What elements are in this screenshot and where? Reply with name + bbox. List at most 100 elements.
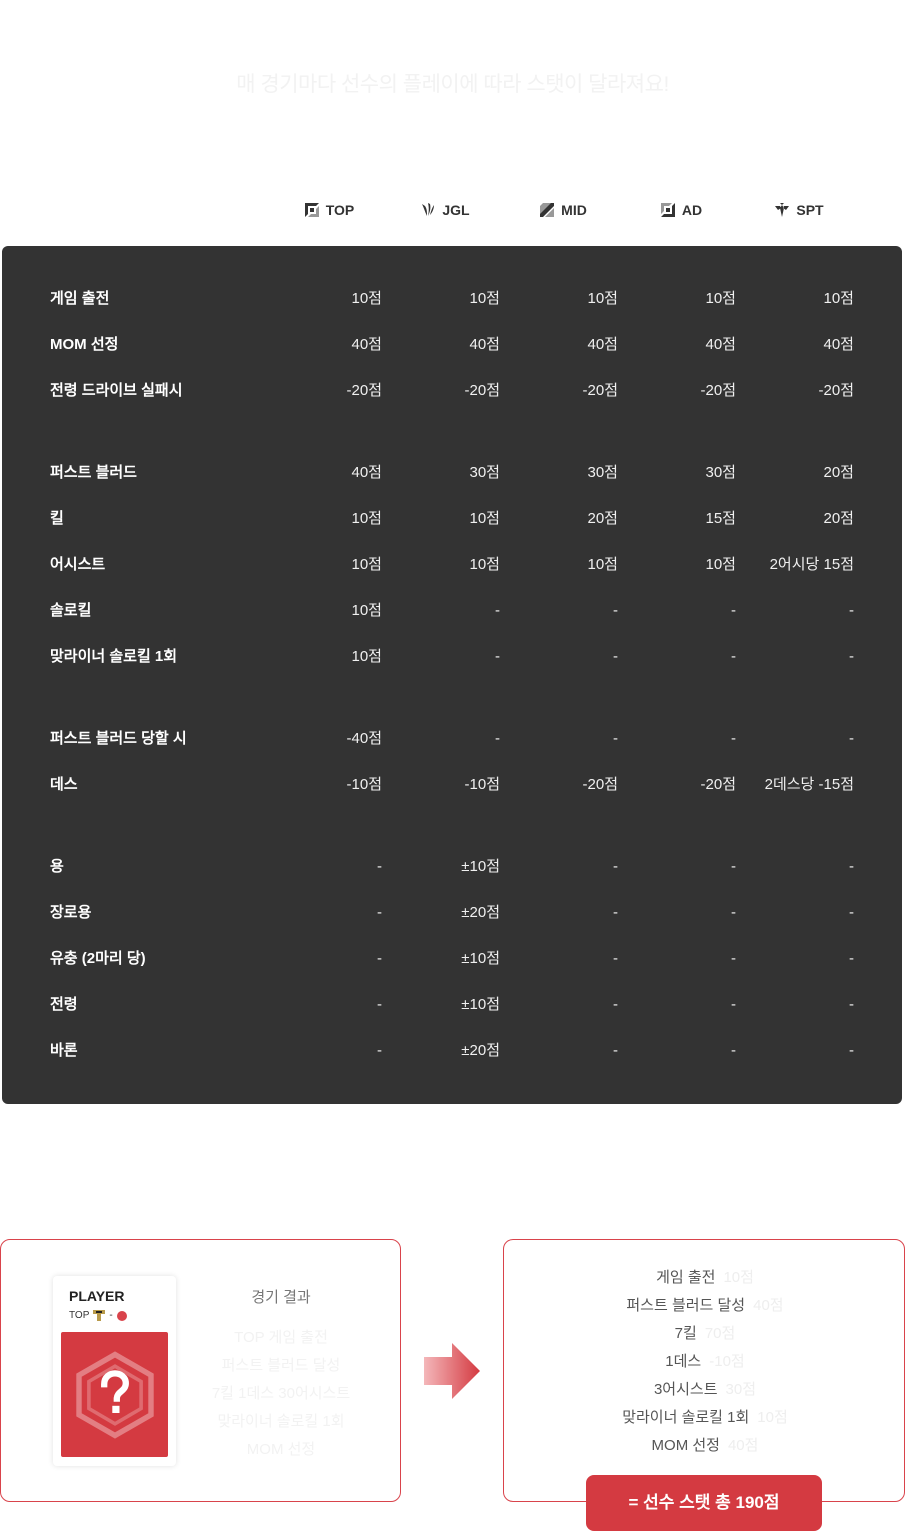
cell-top: 10점 bbox=[351, 556, 383, 573]
player-placeholder-image bbox=[61, 1332, 168, 1457]
row-label: 장로용 bbox=[50, 904, 92, 921]
score-table: 게임 출전 10점 10점 10점 10점 10점 MOM 선정 40점 40점… bbox=[2, 246, 902, 1104]
table-row: 맞라이너 솔로킬 1회 10점 - - - - bbox=[2, 645, 902, 669]
summary-row: 1데스 -10점 bbox=[504, 1348, 905, 1376]
row-label: 용 bbox=[50, 858, 64, 875]
position-label: MID bbox=[561, 202, 587, 218]
table-row: 전령 - ±10점 - - - bbox=[2, 993, 902, 1017]
cell-ad: - bbox=[731, 602, 736, 619]
row-label: 데스 bbox=[50, 776, 78, 793]
result-item: TOP 게임 출전 bbox=[234, 1329, 328, 1346]
row-label: 유충 (2마리 당) bbox=[50, 950, 146, 967]
table-row: 전령 드라이브 실패시 -20점 -20점 -20점 -20점 -20점 bbox=[2, 379, 902, 403]
result-item: 퍼스트 블러드 달성 bbox=[221, 1357, 341, 1374]
cell-ad: 10점 bbox=[705, 556, 737, 573]
position-label: JGL bbox=[442, 202, 470, 218]
cell-mid: - bbox=[613, 1042, 618, 1059]
result-item: 7킬 1데스 30어시스트 bbox=[211, 1385, 351, 1402]
cell-ad: -20점 bbox=[700, 382, 736, 399]
summary-key: MOM 선정 bbox=[651, 1437, 720, 1454]
result-item: MOM 선정 bbox=[246, 1441, 316, 1458]
cell-mid: - bbox=[613, 648, 618, 665]
table-row: 장로용 - ±20점 - - - bbox=[2, 901, 902, 925]
cell-jgl: 40점 bbox=[469, 336, 501, 353]
cell-jgl: ±10점 bbox=[461, 950, 500, 967]
cell-spt: 10점 bbox=[823, 290, 855, 307]
cell-top: 10점 bbox=[351, 648, 383, 665]
cell-ad: 40점 bbox=[705, 336, 737, 353]
position-mid: MID bbox=[504, 198, 622, 222]
cell-spt: 40점 bbox=[823, 336, 855, 353]
row-label: 전령 드라이브 실패시 bbox=[50, 382, 183, 399]
row-label: 퍼스트 블러드 당할 시 bbox=[50, 730, 187, 747]
summary-list: 게임 출전 10점 퍼스트 블러드 달성 40점 7킬 70점 1데스 -10점 3어시… bbox=[504, 1264, 905, 1460]
cell-ad: - bbox=[731, 950, 736, 967]
cell-spt: 2데스당 -15점 bbox=[764, 776, 854, 793]
position-label: TOP bbox=[325, 202, 355, 218]
status-dot-icon bbox=[116, 1310, 127, 1321]
cell-jgl: 10점 bbox=[469, 510, 501, 527]
summary-value: 70점 bbox=[704, 1325, 736, 1342]
summary-value: 10점 bbox=[723, 1269, 754, 1286]
cell-jgl: ±20점 bbox=[461, 904, 500, 921]
total-stat-button[interactable]: = 선수 스탯 총 190점 bbox=[586, 1475, 822, 1531]
player-card: PLAYER TOP - bbox=[53, 1276, 176, 1466]
cell-ad: - bbox=[731, 648, 736, 665]
table-row: 어시스트 10점 10점 10점 10점 2어시당 15점 bbox=[2, 553, 902, 577]
player-title: PLAYER bbox=[69, 1288, 125, 1304]
table-row: 퍼스트 블러드 40점 30점 30점 30점 20점 bbox=[2, 461, 902, 485]
cell-mid: - bbox=[613, 730, 618, 747]
cell-top: -40점 bbox=[346, 730, 382, 747]
cell-ad: - bbox=[731, 1042, 736, 1059]
summary-key: 7킬 bbox=[674, 1325, 697, 1342]
cell-mid: - bbox=[613, 858, 618, 875]
cell-mid: -20점 bbox=[582, 382, 618, 399]
cell-ad: - bbox=[731, 904, 736, 921]
cell-spt: - bbox=[849, 858, 854, 875]
cell-jgl: 10점 bbox=[469, 290, 501, 307]
cell-ad: -20점 bbox=[700, 776, 736, 793]
cell-spt: - bbox=[849, 904, 854, 921]
table-row: 솔로킬 10점 - - - - bbox=[2, 599, 902, 623]
cell-jgl: -20점 bbox=[464, 382, 500, 399]
cell-top: 10점 bbox=[351, 510, 383, 527]
cell-spt: - bbox=[849, 602, 854, 619]
support-icon bbox=[774, 202, 790, 218]
cell-mid: 30점 bbox=[587, 464, 619, 481]
table-row: 데스 -10점 -10점 -20점 -20점 2데스당 -15점 bbox=[2, 773, 902, 797]
summary-value: 10점 bbox=[757, 1409, 788, 1426]
row-label: MOM 선정 bbox=[50, 336, 119, 353]
cell-jgl: ±10점 bbox=[461, 996, 500, 1013]
table-row: 퍼스트 블러드 당할 시 -40점 - - - - bbox=[2, 727, 902, 751]
cell-spt: -20점 bbox=[818, 382, 854, 399]
position-ad: AD bbox=[622, 198, 740, 222]
table-row: 킬 10점 10점 20점 15점 20점 bbox=[2, 507, 902, 531]
cell-mid: 40점 bbox=[587, 336, 619, 353]
summary-row: 게임 출전 10점 bbox=[504, 1264, 905, 1292]
jungle-claw-icon bbox=[420, 202, 436, 218]
cell-ad: 15점 bbox=[705, 510, 737, 527]
position-spt: SPT bbox=[740, 198, 858, 222]
summary-value: 40점 bbox=[753, 1297, 784, 1314]
cell-mid: -20점 bbox=[582, 776, 618, 793]
mid-lane-icon bbox=[539, 202, 555, 218]
summary-key: 게임 출전 bbox=[656, 1269, 716, 1286]
cell-jgl: - bbox=[495, 648, 500, 665]
summary-value: -10점 bbox=[709, 1353, 745, 1370]
position-jgl: JGL bbox=[386, 198, 504, 222]
position-label: SPT bbox=[796, 202, 824, 218]
cell-top: 10점 bbox=[351, 602, 383, 619]
summary-value: 40점 bbox=[727, 1437, 759, 1454]
cell-spt: 20점 bbox=[823, 464, 855, 481]
summary-value: 30점 bbox=[725, 1381, 757, 1398]
cell-mid: - bbox=[613, 904, 618, 921]
row-label: 전령 bbox=[50, 996, 78, 1013]
table-row: MOM 선정 40점 40점 40점 40점 40점 bbox=[2, 333, 902, 357]
position-top: TOP bbox=[270, 198, 388, 222]
cell-spt: - bbox=[849, 996, 854, 1013]
player-separator: - bbox=[109, 1310, 113, 1321]
cell-spt: - bbox=[849, 950, 854, 967]
cell-mid: - bbox=[613, 602, 618, 619]
cell-spt: - bbox=[849, 1042, 854, 1059]
match-result-card: PLAYER TOP - 경기 결과 TOP 게임 출전 퍼스트 블러드 달성 … bbox=[0, 1239, 401, 1502]
